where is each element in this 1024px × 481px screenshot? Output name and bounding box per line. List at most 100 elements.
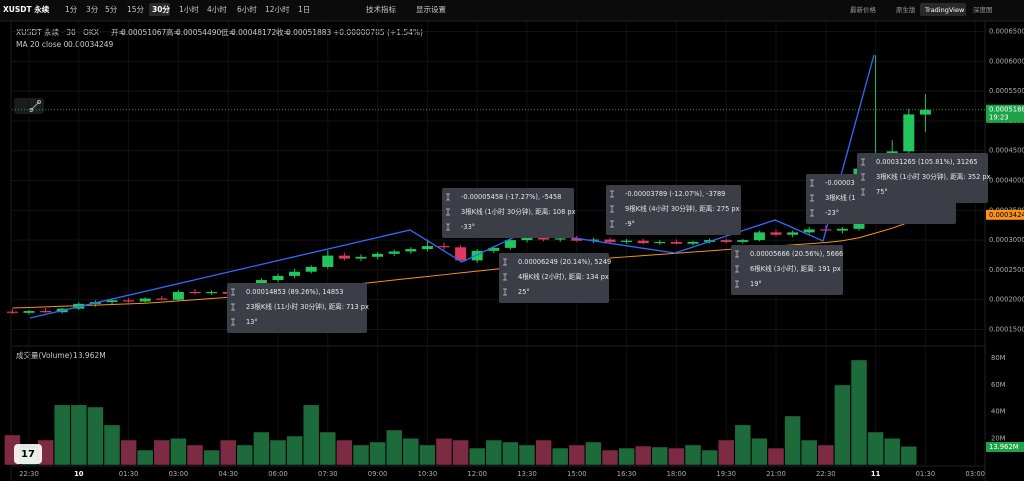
tooltip-box bbox=[442, 188, 574, 238]
volume-bar bbox=[385, 429, 403, 466]
volume-bar bbox=[634, 445, 652, 466]
candle-body bbox=[903, 114, 915, 152]
volume-tag bbox=[986, 442, 1024, 452]
time-tick-label: 11 bbox=[871, 470, 881, 478]
volume-bar bbox=[203, 449, 220, 466]
measure-tooltip: -0.00005458 (-17.27%), -5458 3根K线 (1小时 30… bbox=[442, 188, 576, 238]
view-button[interactable]: 原生版 bbox=[896, 5, 916, 14]
candle-body bbox=[189, 291, 201, 294]
candle-body bbox=[488, 247, 500, 251]
tooltip-line: 6根K线 (3小时), 距离: 191 px bbox=[750, 264, 841, 273]
candle-body bbox=[621, 240, 633, 242]
view-button[interactable]: TradingView bbox=[924, 6, 965, 14]
time-tick-label: 09:00 bbox=[368, 470, 388, 478]
tooltip-box bbox=[731, 245, 843, 295]
candle-body bbox=[322, 255, 334, 267]
time-tick-label: 13:30 bbox=[517, 470, 537, 478]
candle-body bbox=[637, 240, 649, 244]
volume-tick-label: 20M bbox=[991, 434, 1006, 442]
ohlc-label: 高= bbox=[166, 27, 180, 37]
candle-body bbox=[687, 241, 699, 244]
volume-bar bbox=[618, 447, 635, 466]
ohlc-value: 0.00051883 bbox=[286, 28, 332, 37]
candle-body bbox=[6, 311, 18, 313]
volume-bar bbox=[435, 438, 453, 466]
volume-bar bbox=[751, 438, 768, 466]
indicators-button[interactable]: 技术指标 bbox=[366, 4, 396, 14]
volume-bar bbox=[302, 404, 320, 466]
time-tick-label: 10:30 bbox=[418, 470, 438, 478]
tooltip-icon bbox=[610, 190, 614, 198]
candle-body bbox=[836, 228, 848, 231]
volume-bar bbox=[485, 439, 503, 466]
volume-tick-label: 40M bbox=[991, 408, 1006, 416]
candle-body bbox=[106, 300, 118, 303]
time-tick-label: 16:30 bbox=[617, 470, 637, 478]
time-tick-label: 22:30 bbox=[816, 470, 836, 478]
measure-tooltip: 0.00031265 (105.81%), 31265 3根K线 (1小时 30分… bbox=[857, 153, 991, 203]
candle-body bbox=[455, 247, 467, 261]
volume-bar bbox=[900, 446, 918, 466]
tooltip-line: -23° bbox=[825, 209, 839, 217]
tooltip-icon bbox=[610, 205, 614, 213]
time-tick-label: 19:30 bbox=[716, 470, 736, 478]
symbol[interactable]: XUSDT 永续 bbox=[3, 4, 50, 14]
volume-bar bbox=[53, 404, 71, 466]
display-button[interactable]: 显示设置 bbox=[416, 4, 446, 14]
volume-bar bbox=[103, 424, 121, 466]
tv-logo bbox=[14, 444, 42, 464]
volume-bar bbox=[568, 444, 586, 466]
tooltip-line: 25° bbox=[518, 288, 530, 296]
tooltip-icon bbox=[735, 265, 739, 273]
ma-value: 0.00034249 bbox=[68, 40, 114, 49]
tooltip-line: 19° bbox=[750, 280, 762, 288]
interval-button[interactable]: 12小时 bbox=[265, 4, 290, 14]
interval-button[interactable]: 30分 bbox=[152, 4, 170, 14]
trend-drawing[interactable] bbox=[29, 54, 875, 319]
ma-label: MA 20 close 0 bbox=[16, 40, 69, 49]
interval-button[interactable]: 6小时 bbox=[237, 4, 257, 14]
tooltip-line: 3根K线 (1小时 30分钟), 距离: 108 px bbox=[461, 207, 576, 216]
measure-tooltip: 0.00006249 (20.14%), 5249 4根K线 (2小时), 距离:… bbox=[499, 253, 611, 303]
volume-bar bbox=[136, 449, 154, 466]
volume-bar bbox=[502, 441, 519, 466]
tooltip-line: 9根K线 (4小时 30分钟), 距离: 275 px bbox=[625, 204, 740, 213]
candle-body bbox=[587, 239, 599, 241]
time-tick-label: 03:00 bbox=[169, 470, 189, 478]
tooltip-icon bbox=[446, 193, 450, 201]
tooltip-icon bbox=[446, 208, 450, 216]
tooltip-icon bbox=[610, 220, 614, 228]
interval-button[interactable]: 1日 bbox=[298, 5, 310, 14]
ohlc-value: 0.00051067 bbox=[121, 28, 167, 37]
price-tick-label: 0.00015000 bbox=[989, 326, 1024, 334]
tooltip-line: 23根K线 (11小时 30分钟), 距离: 713 px bbox=[246, 302, 369, 311]
volume-bar bbox=[784, 415, 801, 466]
interval-selected bbox=[149, 3, 170, 16]
tooltip-icon bbox=[735, 250, 739, 258]
view-button[interactable]: 深度图 bbox=[973, 5, 993, 14]
tooltip-line: 0.00031265 (105.81%), 31265 bbox=[876, 158, 978, 166]
tooltip-icon bbox=[810, 194, 814, 202]
price-mode[interactable]: 最新价格 bbox=[850, 5, 877, 14]
volume-bar bbox=[186, 444, 204, 466]
volume-bar bbox=[170, 438, 187, 466]
candle-body bbox=[803, 229, 815, 233]
candle-body bbox=[538, 237, 550, 240]
interval-button[interactable]: 1小时 bbox=[179, 4, 199, 14]
countdown-label: 19:23 bbox=[989, 114, 1009, 122]
candle-body bbox=[770, 232, 782, 235]
interval-button[interactable]: 3分 bbox=[86, 5, 99, 14]
interval-button[interactable]: 5分 bbox=[105, 5, 118, 14]
tooltip-icon bbox=[735, 280, 739, 288]
candle-body bbox=[720, 240, 732, 242]
candle-body bbox=[405, 249, 417, 252]
volume-bar bbox=[419, 444, 436, 466]
candle-body bbox=[753, 232, 765, 241]
interval-button[interactable]: 4小时 bbox=[207, 4, 227, 14]
interval-button[interactable]: 15分 bbox=[127, 5, 145, 14]
volume-bar bbox=[668, 447, 685, 466]
candle-body bbox=[670, 241, 682, 244]
interval-button[interactable]: 1分 bbox=[65, 5, 78, 14]
tooltip-line: 75° bbox=[876, 188, 888, 196]
